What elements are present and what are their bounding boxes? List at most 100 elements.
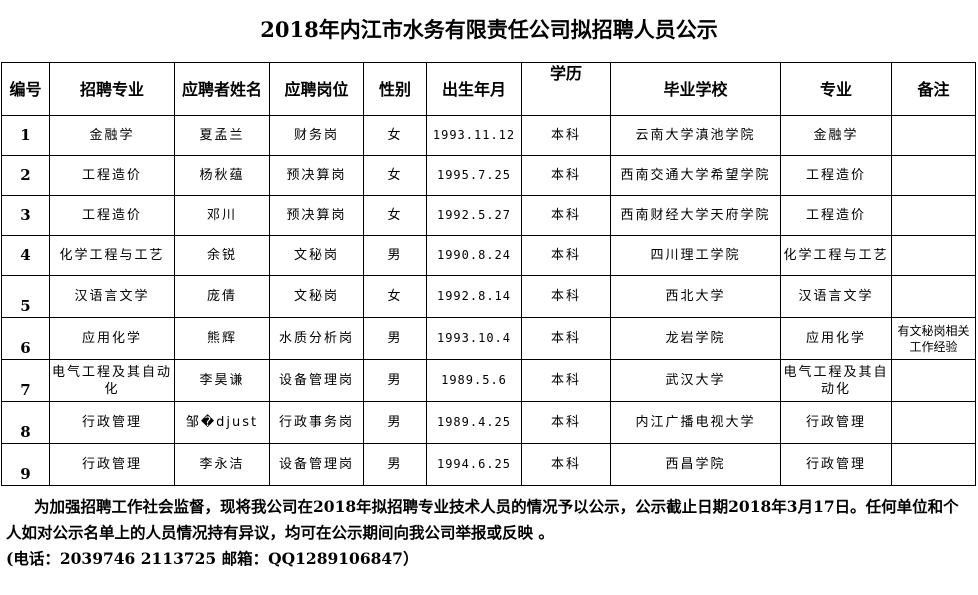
cell-number: 9	[1, 443, 50, 486]
cell-position-major: 行政管理	[49, 401, 175, 444]
cell-position-major: 金融学	[49, 115, 175, 156]
cell-position-major: 应用化学	[49, 317, 175, 360]
cell-post: 预决算岗	[269, 195, 364, 236]
cell-post: 文秘岗	[269, 235, 364, 276]
table-row: 8 行政管理 邹�djust 行政事务岗男 1989.4.25 本科 内江广播电视大学 行政管…	[1, 401, 976, 444]
cell-number: 5	[1, 275, 50, 318]
cell-remarks	[891, 115, 976, 156]
cell-birth-date: 1992.8.14	[426, 275, 522, 318]
cell-number: 4	[1, 235, 50, 276]
cell-post: 预决算岗	[269, 155, 364, 196]
cell-position-major: 汉语言文学	[49, 275, 175, 318]
cell-school: 四川理工学院	[610, 235, 781, 276]
cell-education: 本科	[521, 317, 611, 360]
cell-post: 行政事务岗	[269, 401, 364, 444]
page-title: 2018年内江市水务有限责任公司拟招聘人员公示	[260, 17, 718, 42]
table-header-row: 编号 招聘专业 应聘者姓名 应聘岗位 性别 出生年月 学历 毕业学校 专业 备注	[1, 62, 976, 116]
cell-school: 龙岩学院	[610, 317, 781, 360]
table-row: 4 化学工程与工艺 余锐 文秘岗男 1990.8.24 本科 四川理工学院 化学工程与工艺	[1, 235, 976, 276]
cell-number: 7	[1, 359, 50, 402]
notice-paragraph: 为加强招聘工作社会监督，现将我公司在2018年拟招聘专业技术人员的情况予以公示，…	[6, 497, 959, 542]
cell-gender: 男	[363, 401, 427, 444]
cell-post: 水质分析岗	[269, 317, 364, 360]
cell-birth-date: 1989.5.6	[426, 359, 522, 402]
cell-number: 2	[1, 155, 50, 196]
cell-position-major: 工程造价	[49, 195, 175, 236]
table-row: 5 汉语言文学 庞倩 文秘岗女 1992.8.14 本科 西北大学 汉语言文学	[1, 275, 976, 318]
cell-position-major: 行政管理	[49, 443, 175, 486]
cell-major: 电气工程及其自动化	[780, 359, 892, 402]
cell-remarks	[891, 443, 976, 486]
cell-birth-date: 1989.4.25	[426, 401, 522, 444]
cell-applicant-name: 李昊谦	[174, 359, 270, 402]
cell-post: 文秘岗	[269, 275, 364, 318]
cell-post: 设备管理岗	[269, 443, 364, 486]
cell-remarks	[891, 155, 976, 196]
cell-remarks	[891, 235, 976, 276]
cell-school: 西昌学院	[610, 443, 781, 486]
cell-school: 西北大学	[610, 275, 781, 318]
header-birth-date: 出生年月	[426, 62, 522, 116]
header-gender: 性别	[363, 62, 427, 116]
table-row: 7 电气工程及其自动化 李昊谦 设备管理岗男 1989.5.6 本科 武汉大学 电气工程及其自…	[1, 359, 976, 402]
cell-birth-date: 1993.10.4	[426, 317, 522, 360]
cell-education: 本科	[521, 401, 611, 444]
cell-major: 应用化学	[780, 317, 892, 360]
cell-applicant-name: 熊辉	[174, 317, 270, 360]
cell-school: 内江广播电视大学	[610, 401, 781, 444]
header-number: 编号	[1, 62, 50, 116]
cell-applicant-name: 杨秋蕴	[174, 155, 270, 196]
header-applicant-name: 应聘者姓名	[174, 62, 270, 116]
cell-major: 行政管理	[780, 401, 892, 444]
table-row: 1 金融学 夏孟兰 财务岗女 1993.11.12 本科 云南大学滇池学院 金融学	[1, 115, 976, 156]
table-row: 9 行政管理 李永洁 设备管理岗男 1994.6.25 本科 西昌学院 行政管理	[1, 443, 976, 486]
contact-info: (电话：2039746 2113725 邮箱：QQ1289106847）	[6, 549, 419, 568]
cell-number: 6	[1, 317, 50, 360]
cell-gender: 男	[363, 235, 427, 276]
cell-school: 武汉大学	[610, 359, 781, 402]
cell-major: 汉语言文学	[780, 275, 892, 318]
applicant-table: 编号 招聘专业 应聘者姓名 应聘岗位 性别 出生年月 学历 毕业学校 专业 备注 1 金融学 夏孟兰财…	[1, 62, 976, 486]
cell-education: 本科	[521, 443, 611, 486]
cell-major: 工程造价	[780, 155, 892, 196]
cell-number: 3	[1, 195, 50, 236]
header-school: 毕业学校	[610, 62, 781, 116]
header-remarks: 备注	[891, 62, 976, 116]
cell-education: 本科	[521, 235, 611, 276]
cell-gender: 女	[363, 155, 427, 196]
cell-applicant-name: 庞倩	[174, 275, 270, 318]
cell-school: 西南财经大学天府学院	[610, 195, 781, 236]
cell-applicant-name: 夏孟兰	[174, 115, 270, 156]
cell-applicant-name: 邓川	[174, 195, 270, 236]
cell-education: 本科	[521, 195, 611, 236]
header-education: 学历	[521, 62, 611, 116]
cell-applicant-name: 余锐	[174, 235, 270, 276]
cell-education: 本科	[521, 275, 611, 318]
cell-remarks	[891, 401, 976, 444]
cell-major: 化学工程与工艺	[780, 235, 892, 276]
cell-position-major: 化学工程与工艺	[49, 235, 175, 276]
cell-gender: 男	[363, 443, 427, 486]
notice-text: 为加强招聘工作社会监督，现将我公司在2018年拟招聘专业技术人员的情况予以公示，…	[6, 494, 974, 572]
cell-applicant-name: 邹�djust	[174, 401, 270, 444]
cell-gender: 男	[363, 359, 427, 402]
cell-position-major: 电气工程及其自动化	[49, 359, 175, 402]
header-major: 专业	[780, 62, 892, 116]
table-row: 3 工程造价 邓川 预决算岗女 1992.5.27 本科 西南财经大学天府学院 工程造价	[1, 195, 976, 236]
table-row: 6 应用化学 熊辉 水质分析岗男 1993.10.4 本科 龙岩学院 应用化学 有文秘岗相关工作…	[1, 317, 976, 360]
cell-birth-date: 1992.5.27	[426, 195, 522, 236]
cell-post: 财务岗	[269, 115, 364, 156]
header-position-major: 招聘专业	[49, 62, 175, 116]
cell-gender: 女	[363, 195, 427, 236]
cell-major: 行政管理	[780, 443, 892, 486]
cell-school: 云南大学滇池学院	[610, 115, 781, 156]
cell-major: 金融学	[780, 115, 892, 156]
cell-remarks: 有文秘岗相关工作经验	[891, 317, 976, 360]
cell-education: 本科	[521, 155, 611, 196]
cell-remarks	[891, 195, 976, 236]
cell-education: 本科	[521, 115, 611, 156]
cell-birth-date: 1995.7.25	[426, 155, 522, 196]
cell-gender: 女	[363, 275, 427, 318]
cell-applicant-name: 李永洁	[174, 443, 270, 486]
cell-school: 西南交通大学希望学院	[610, 155, 781, 196]
